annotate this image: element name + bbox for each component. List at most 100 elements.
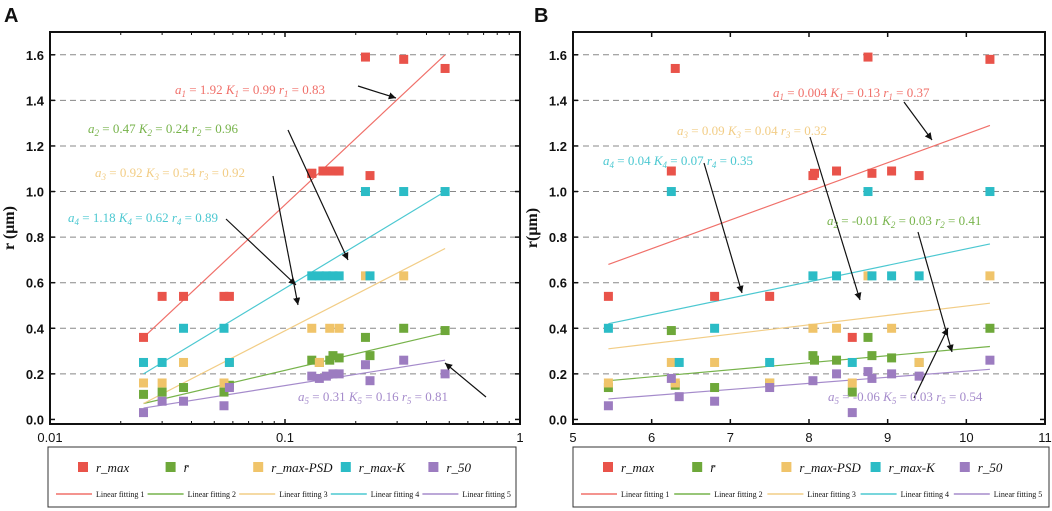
legend-marker-rmax [603,462,613,472]
annotation-value: = 0.47 [99,121,139,136]
annotation-symbol: r [199,165,205,180]
data-point-rpsd [808,323,818,333]
annotation-arrow [917,231,954,353]
data-point-rk [399,187,409,197]
annotation-subscript: 1 [888,92,893,102]
annotation-arrow [703,162,744,294]
annotation-value: = -0.01 [838,213,882,228]
data-point-r50 [710,396,720,406]
y-tick-label: 1.0 [549,185,567,200]
annotation-symbol: K [225,82,236,97]
data-point-rbar [810,355,820,365]
y-axis-label: r(μm) [524,208,541,248]
annotation-value: = 0.54 [946,389,983,404]
data-point-rbar [666,326,676,336]
x-tick-label: 8 [805,430,812,445]
data-point-rpsd [399,271,409,281]
fit-line [608,302,991,350]
annotation-symbol: a [298,389,305,404]
y-tick-label: 1.0 [26,185,44,200]
annotation-value: = 0.89 [181,210,218,225]
annotation-symbol: r [192,121,198,136]
annotation-symbol: a [827,213,834,228]
annotation-arrow [287,129,349,261]
annotation-arrow [903,101,933,141]
annotation-symbol: K [882,389,893,404]
data-point-rbar [179,383,189,393]
panel-letter: A [4,5,18,27]
data-point-rbar [157,387,167,397]
legend-line-label: Linear fitting 1 [96,490,144,499]
data-point-r50 [887,369,897,379]
annotation-subscript: 5 [305,396,310,406]
x-tick-label: 10 [959,430,973,445]
data-point-r50 [603,401,613,411]
data-point-rbar [219,387,229,397]
data-point-rpsd [334,323,344,333]
data-point-rmax [603,291,613,301]
annotation-subscript: 4 [128,217,133,227]
annotation-symbol: K [881,213,892,228]
annotation-value: = 0.35 [716,153,753,168]
annotation-subscript: 2 [197,128,202,138]
annotation-symbol: a [677,123,684,138]
annotation-value: = 0.09 [688,123,728,138]
legend-marker-label: r_50 [978,460,1003,475]
x-tick-label: 0.01 [37,430,62,445]
legend-marker-label: r_max-PSD [799,460,861,475]
y-tick-label: 0.4 [26,321,45,336]
data-point-rmax [914,171,924,181]
data-point-rbar [603,383,613,393]
annotation-subscript: 3 [736,130,742,140]
annotation-value: = 0.07 [667,153,707,168]
x-tick-label: 7 [727,430,734,445]
data-point-rmax [321,166,331,176]
annotation-symbol: r [707,153,713,168]
fit-line [143,247,446,405]
annotation-subscript: 3 [683,130,689,140]
legend-marker-label: r_max [96,460,129,475]
fit-line [608,124,991,266]
annotation-value: = -0.06 [839,389,883,404]
data-point-rk [219,323,229,333]
annotation-value: = 0.54 [159,165,199,180]
data-point-rmax [670,63,680,73]
annotation-value: = 1.18 [79,210,119,225]
fit-annotation: a3 = 0.09 K3 = 0.04 r3 = 0.32 [677,123,827,140]
annotation-subscript: 1 [235,89,240,99]
annotation-subscript: 3 [785,130,791,140]
annotation-arrow [357,85,397,100]
data-point-r50 [219,401,229,411]
annotation-subscript: 1 [839,92,844,102]
legend-line-label: Linear fitting 2 [188,490,236,499]
data-point-rpsd [847,378,857,388]
annotation-value: = 0.31 [309,389,349,404]
y-tick-label: 0.6 [549,276,567,291]
annotation-subscript: 5 [941,396,946,406]
data-point-rpsd [765,378,775,388]
legend-line-label: Linear fitting 5 [462,490,510,499]
x-tick-label: 11 [1038,430,1052,445]
data-point-rbar [808,351,818,361]
annotation-arrow [444,362,487,398]
data-point-rk [360,187,370,197]
y-axis-label: r (μm) [1,206,18,250]
data-point-rk [440,187,450,197]
data-point-rk [867,271,877,281]
data-point-r50 [765,383,775,393]
legend-marker-rk [340,462,351,472]
fit-line [143,359,446,409]
data-point-rbar [887,353,897,363]
legend-marker-label: r̄ [184,460,190,475]
fit-annotation: a2 = -0.01 K2 = 0.03 r2 = 0.41 [827,213,981,230]
data-point-rk [334,271,344,281]
annotation-arrow [913,327,949,399]
annotation-symbol: r [936,389,942,404]
data-point-r50 [328,369,338,379]
data-point-rbar [867,351,877,361]
data-point-rbar [985,323,995,333]
legend-box [47,446,517,508]
legend-marker-r50 [428,462,439,472]
data-point-rbar [325,355,335,365]
